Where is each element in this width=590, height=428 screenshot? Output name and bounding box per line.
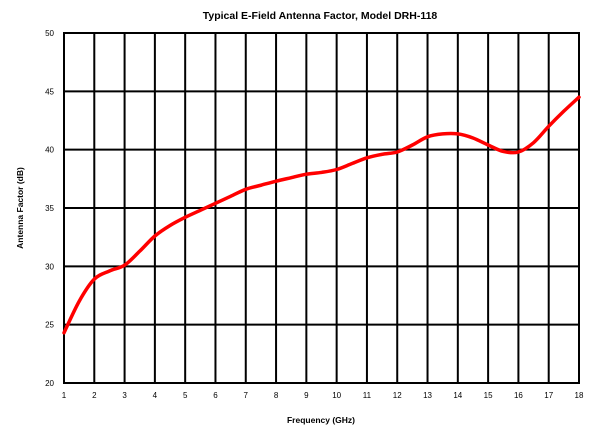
data-point [335, 168, 337, 170]
x-tick-label: 7 [244, 391, 249, 400]
data-point [472, 137, 474, 139]
data-point [502, 150, 504, 152]
x-axis-label: Frequency (GHz) [287, 415, 355, 425]
x-tick-label: 18 [575, 391, 584, 400]
x-tick-label: 2 [92, 391, 97, 400]
data-point [199, 209, 201, 211]
data-point [260, 184, 262, 186]
y-axis-label: Antenna Factor (dB) [15, 167, 25, 249]
x-tick-label: 4 [153, 391, 158, 400]
x-tick-label: 10 [332, 391, 341, 400]
data-point [214, 202, 216, 204]
x-tick-label: 8 [274, 391, 279, 400]
x-tick-label: 12 [393, 391, 402, 400]
data-point [457, 133, 459, 135]
data-point [184, 216, 186, 218]
data-point [78, 300, 80, 302]
data-point [487, 144, 489, 146]
data-point [169, 224, 171, 226]
data-point [366, 157, 368, 159]
data-point [441, 133, 443, 135]
data-point [548, 125, 550, 127]
x-tick-label: 3 [122, 391, 127, 400]
y-tick-label: 35 [45, 204, 54, 213]
y-tick-label: 25 [45, 321, 54, 330]
data-point [123, 264, 125, 266]
data-point [532, 141, 534, 143]
data-point [275, 180, 277, 182]
x-tick-label: 11 [363, 391, 372, 400]
data-point [411, 144, 413, 146]
data-point [563, 110, 565, 112]
y-tick-label: 30 [45, 262, 54, 271]
x-tick-label: 14 [453, 391, 462, 400]
x-tick-labels: 1 2 3 4 5 6 7 8 9 10 11 12 13 14 15 16 17 18 [62, 391, 584, 400]
data-point [93, 278, 95, 280]
x-tick-label: 5 [183, 391, 188, 400]
data-point [351, 162, 353, 164]
x-tick-label: 16 [514, 391, 523, 400]
data-point [578, 96, 580, 98]
data-point [245, 188, 247, 190]
y-tick-label: 45 [45, 87, 54, 96]
data-point [396, 151, 398, 153]
y-tick-label: 50 [45, 29, 54, 38]
x-tick-label: 9 [304, 391, 309, 400]
data-point [426, 136, 428, 138]
y-tick-label: 40 [45, 146, 54, 155]
x-tick-label: 17 [544, 391, 553, 400]
data-point [305, 173, 307, 175]
data-point [320, 171, 322, 173]
y-tick-label: 20 [45, 379, 54, 388]
data-point [381, 153, 383, 155]
data-point [63, 332, 65, 334]
data-point [108, 270, 110, 272]
data-point [229, 195, 231, 197]
y-tick-labels: 20 25 30 35 40 45 50 [45, 29, 54, 388]
data-point [139, 250, 141, 252]
x-tick-label: 15 [484, 391, 493, 400]
data-point [290, 176, 292, 178]
x-tick-label: 6 [213, 391, 218, 400]
x-tick-label: 1 [62, 391, 67, 400]
x-tick-label: 13 [423, 391, 432, 400]
data-point [517, 151, 519, 153]
chart-title: Typical E-Field Antenna Factor, Model DR… [203, 10, 438, 22]
data-point [154, 235, 156, 237]
